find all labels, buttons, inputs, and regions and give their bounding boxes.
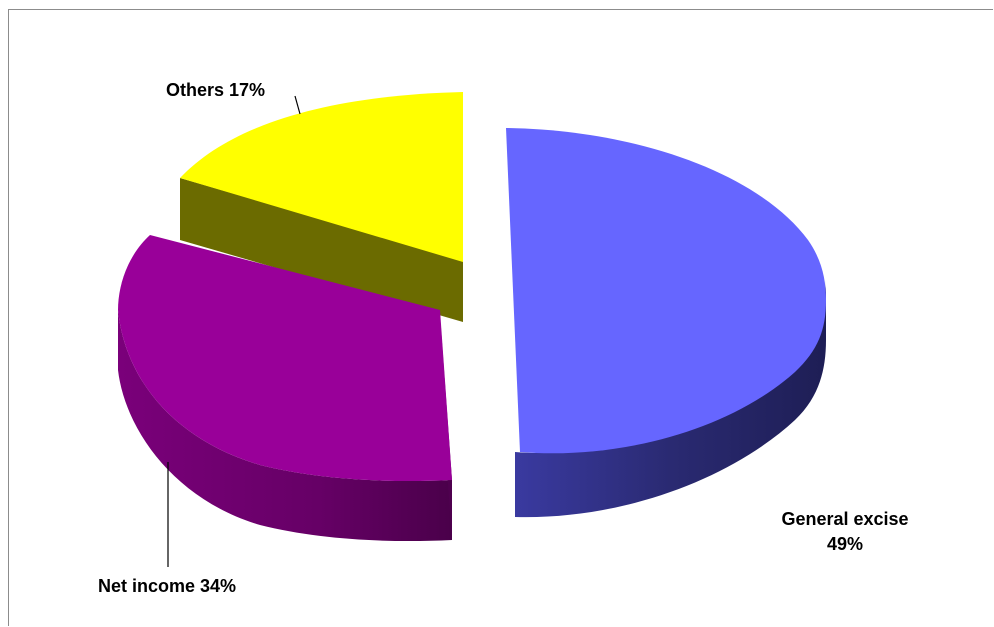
leader-line-others	[294, 95, 301, 115]
pie-slice-others	[180, 92, 463, 262]
pie-slice-side-general-excise	[515, 280, 826, 518]
label-general-excise: General excise	[781, 509, 908, 529]
pie-slice-net-income	[118, 235, 452, 482]
pie-slice-general-excise	[506, 128, 826, 454]
pie-slice-side-net-income	[118, 310, 452, 542]
chart-frame	[8, 9, 993, 626]
label-others: Others 17%	[166, 80, 265, 100]
pie-slice-side-others	[180, 178, 463, 322]
label-general-excise-percent: 49%	[827, 534, 863, 554]
label-net-income: Net income 34%	[98, 576, 236, 596]
